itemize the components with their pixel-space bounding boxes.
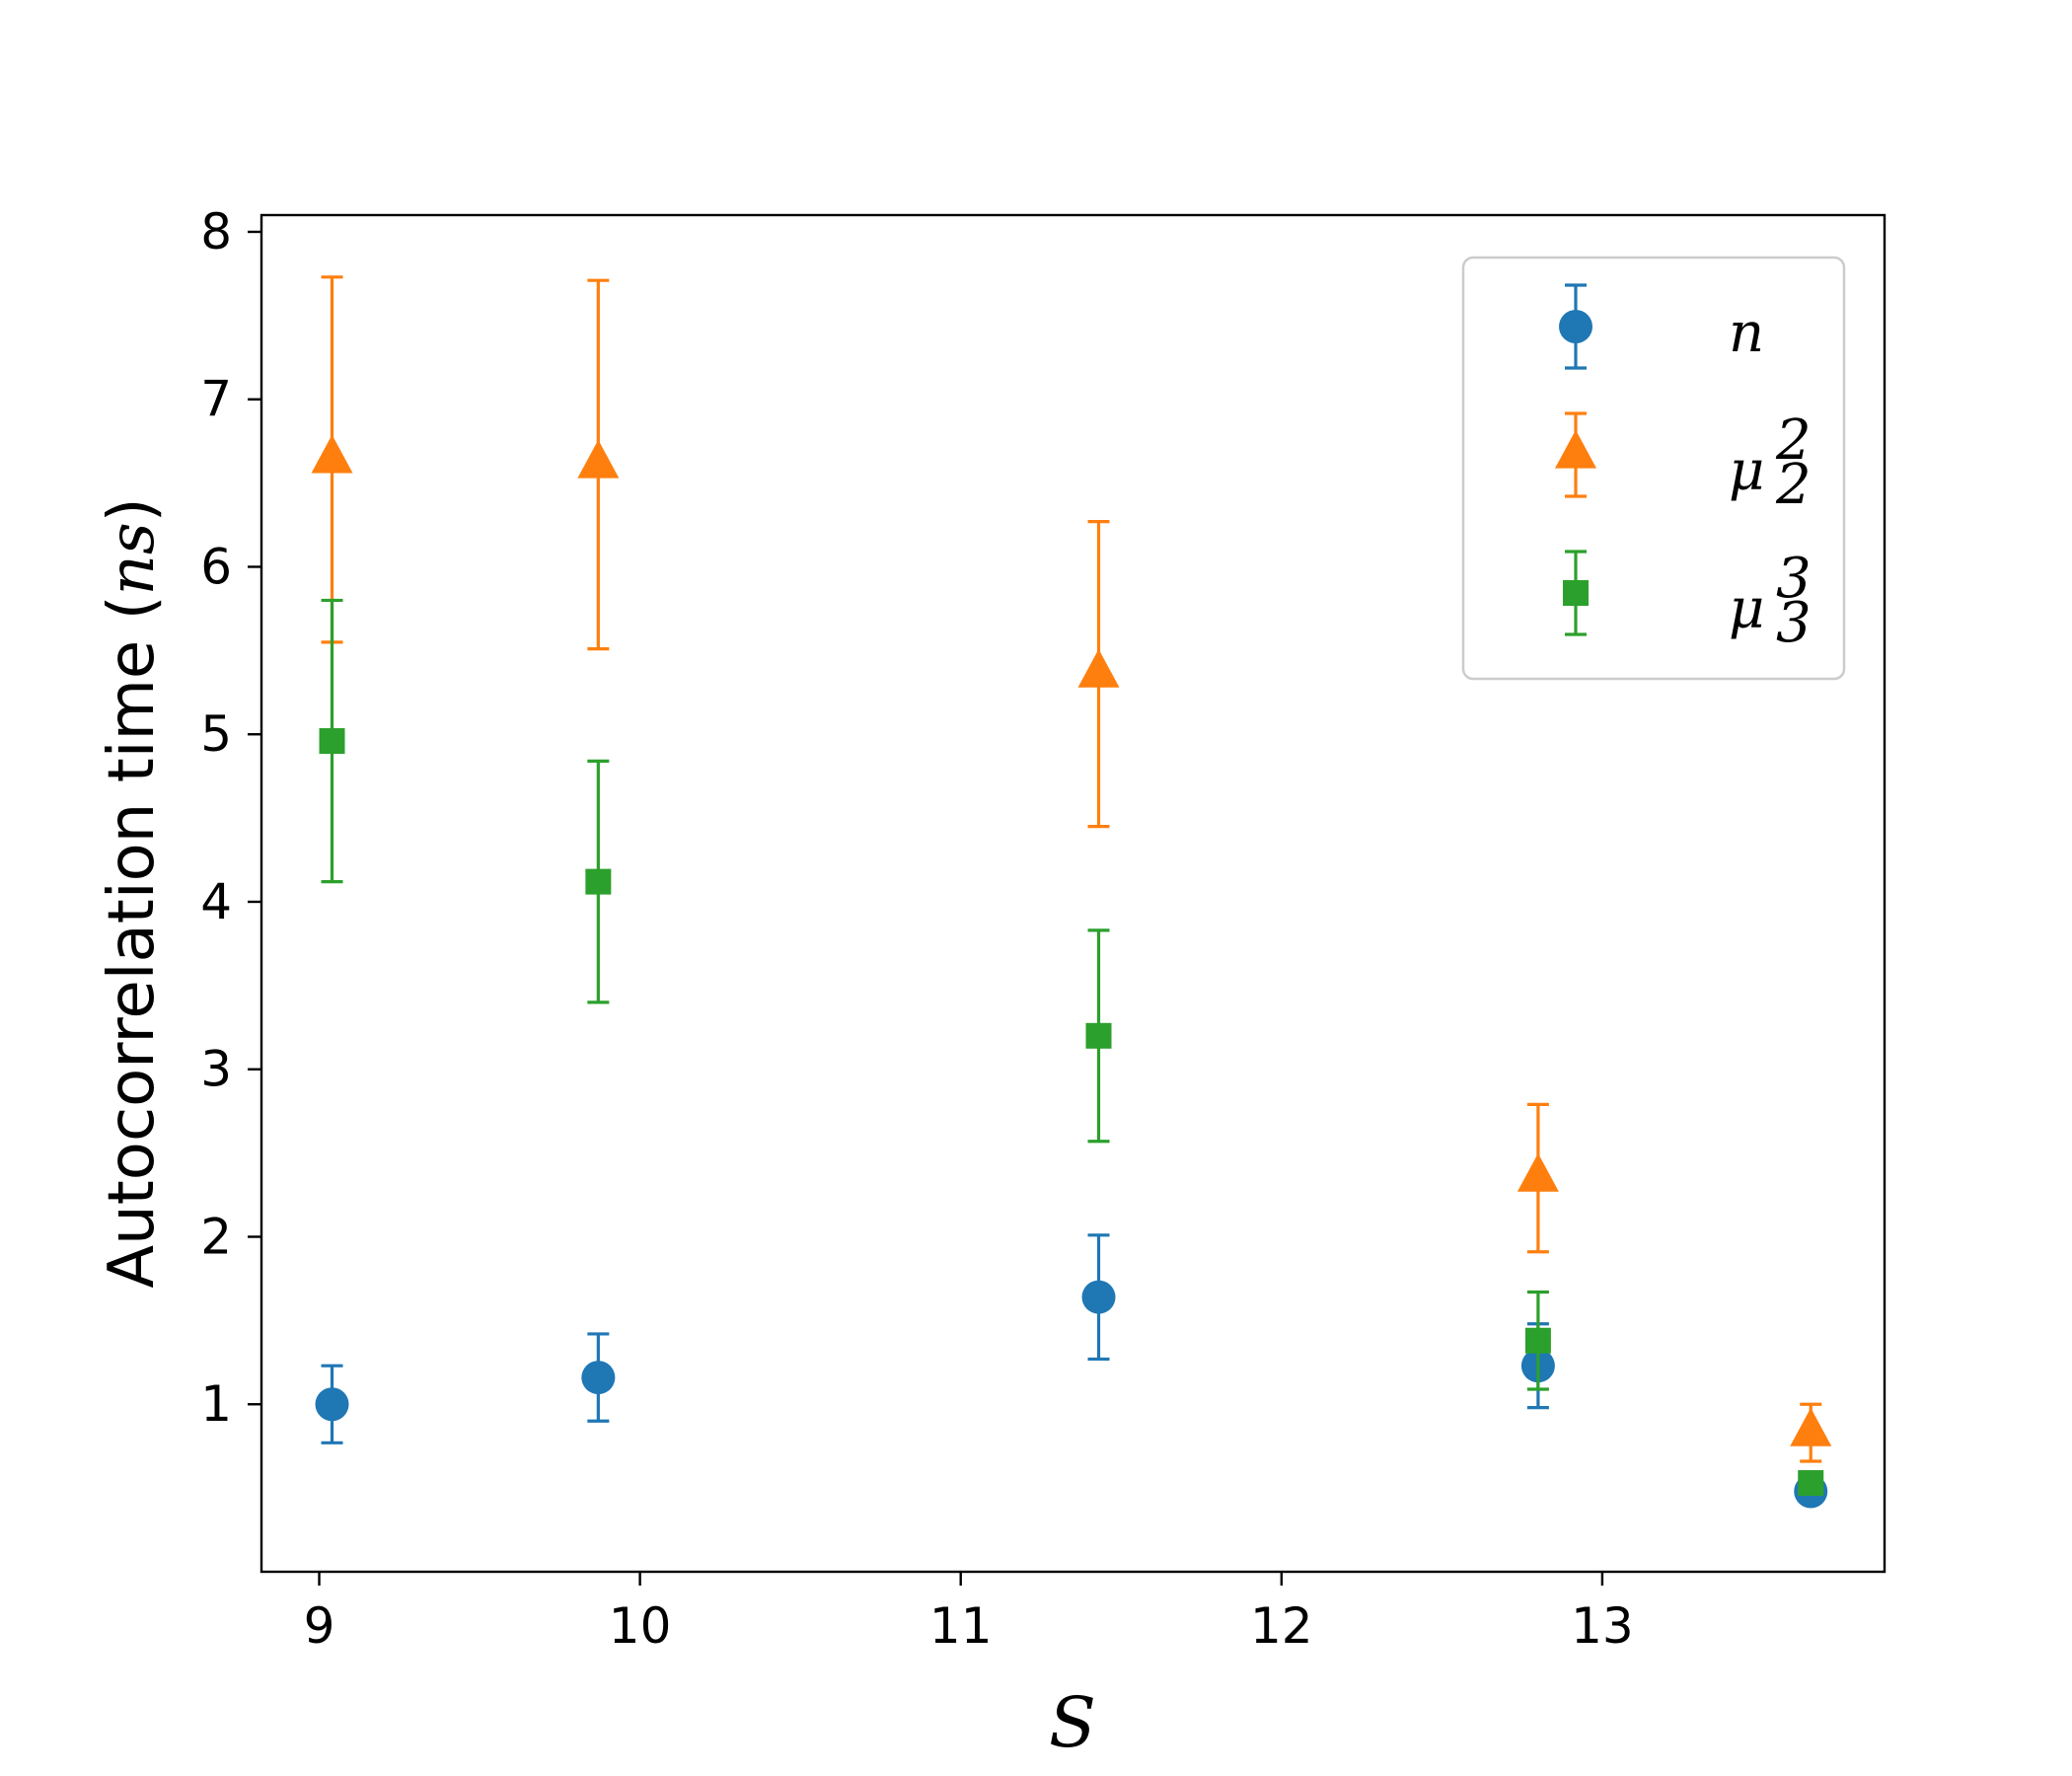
legend-marker-1 — [1555, 429, 1596, 469]
y-tick-label-6: 6 — [200, 538, 232, 595]
y-tick-label-7: 7 — [200, 371, 232, 428]
x-tick-label-12: 12 — [1250, 1597, 1313, 1655]
y-tick-label-5: 5 — [200, 705, 232, 763]
legend: n μ 2 2 μ 3 3 — [1461, 256, 1846, 681]
y-axis-title-unit: ns — [96, 522, 169, 595]
point-2-2 — [1085, 1022, 1112, 1049]
x-tick-label-13: 13 — [1571, 1597, 1634, 1655]
legend-label-mu3-base: μ — [1729, 577, 1764, 641]
legend-marker-2 — [1563, 580, 1589, 606]
legend-marker-0 — [1559, 310, 1592, 343]
legend-label-mu2-sup: 2 — [1775, 408, 1812, 473]
y-tick-label-2: 2 — [200, 1208, 232, 1265]
point-2-1 — [585, 868, 612, 895]
y-tick-label-8: 8 — [200, 203, 232, 260]
series-1 — [311, 275, 1832, 1463]
point-1-4 — [1790, 1407, 1832, 1446]
point-1-3 — [1517, 1152, 1559, 1192]
x-tick-label-9: 9 — [304, 1597, 335, 1655]
legend-box — [1461, 256, 1846, 681]
series-2 — [319, 598, 1824, 1497]
point-0-1 — [581, 1361, 616, 1395]
y-tick-label-1: 1 — [200, 1375, 232, 1433]
legend-label-mu3-sup: 3 — [1776, 547, 1812, 611]
plot-frame — [259, 213, 1887, 1574]
legend-label-mu2-sub: 2 — [1775, 453, 1812, 517]
legend-label-n-base: n — [1729, 301, 1764, 365]
legend-label-mu3-sub: 3 — [1776, 591, 1812, 655]
legend-markers — [1555, 283, 1596, 636]
x-tick-label-10: 10 — [609, 1597, 672, 1655]
y-tick-label-4: 4 — [200, 873, 232, 930]
legend-label-n: n — [1729, 301, 1764, 365]
point-2-3 — [1524, 1327, 1551, 1354]
point-0-0 — [315, 1387, 349, 1422]
point-0-2 — [1081, 1280, 1116, 1314]
point-1-2 — [1077, 648, 1120, 688]
y-axis-title: Autocorrelation time (ns) — [96, 497, 169, 1288]
point-2-0 — [319, 728, 345, 755]
legend-label-mu3: μ — [1729, 577, 1764, 641]
point-2-4 — [1798, 1470, 1824, 1497]
y-axis-title-prefix: Autocorrelation time ( — [96, 595, 169, 1288]
x-tick-label-11: 11 — [929, 1597, 993, 1655]
point-1-1 — [577, 439, 620, 479]
y-axis-title-suffix: ) — [96, 497, 169, 522]
legend-label-mu2: μ — [1729, 439, 1764, 503]
plot-layer — [311, 275, 1832, 1509]
x-axis-title: S — [1049, 1682, 1096, 1763]
y-tick-label-3: 3 — [200, 1041, 232, 1098]
point-1-0 — [311, 434, 353, 474]
legend-label-mu2-base: μ — [1729, 439, 1764, 503]
